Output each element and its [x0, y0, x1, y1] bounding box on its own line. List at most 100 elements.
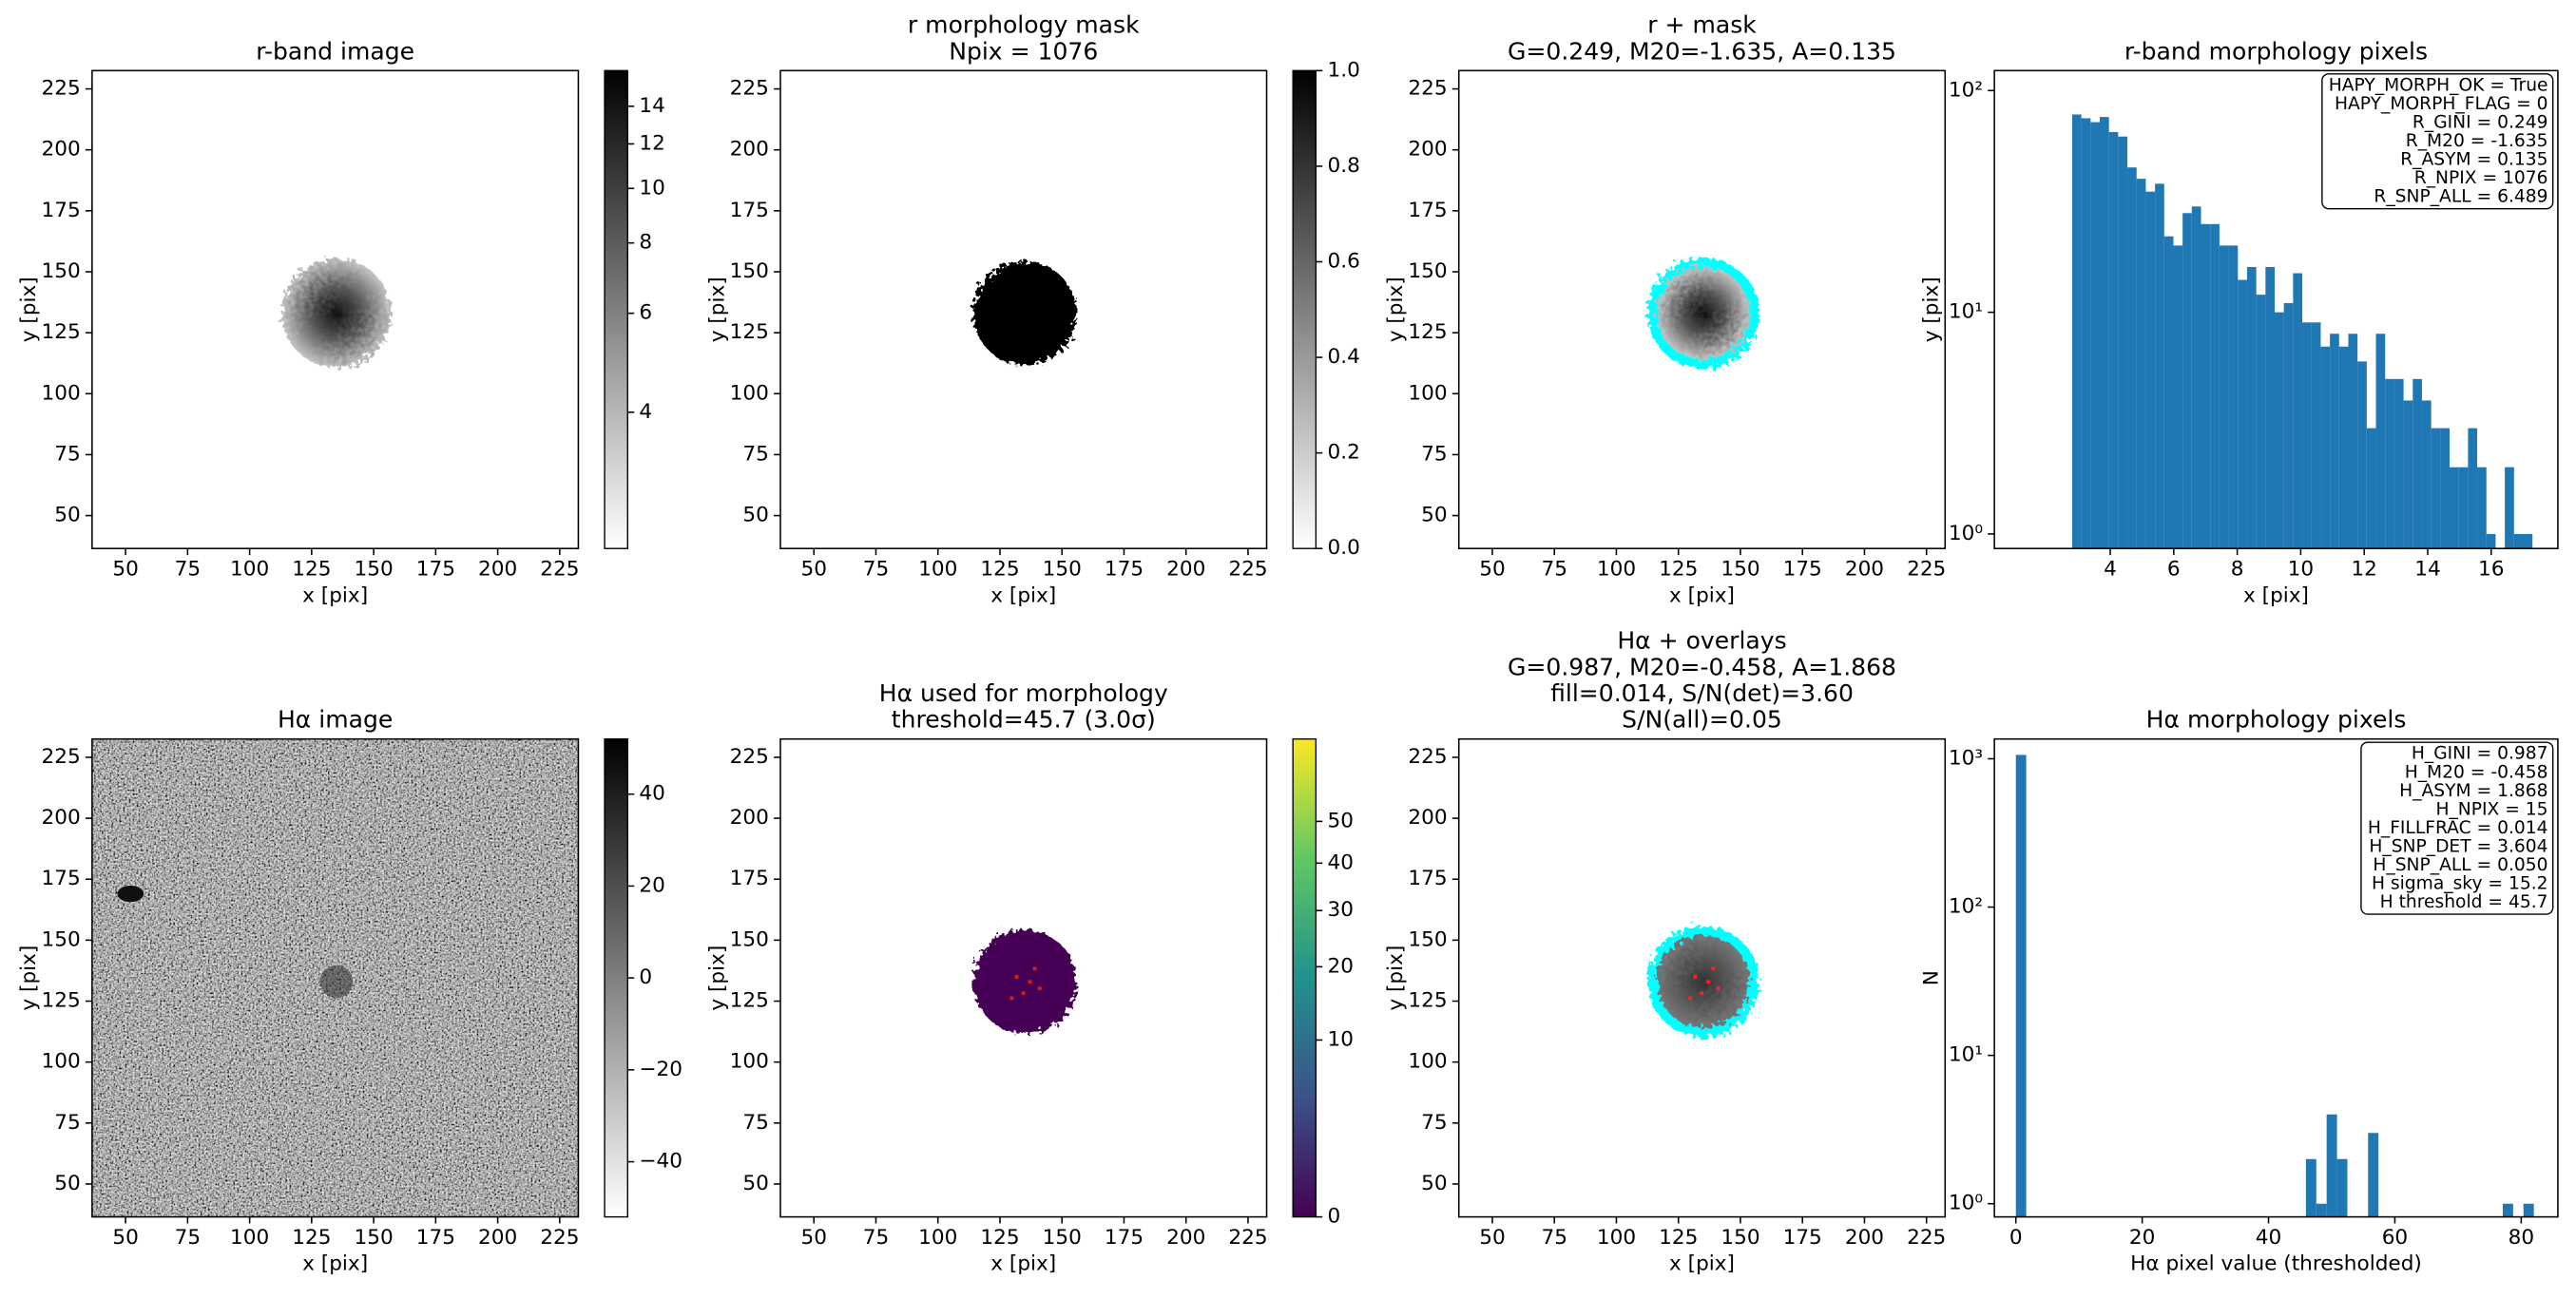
bar — [2375, 334, 2386, 549]
x-tick-label: 150 — [1043, 558, 1082, 582]
y-tick-label: 225 — [730, 745, 769, 769]
y-axis-label: y [pix] — [1384, 946, 1408, 1011]
colorbar-tick-label: −40 — [639, 1150, 682, 1174]
x-tick-label: 6 — [2167, 558, 2181, 582]
panel-title: Npix = 1076 — [949, 37, 1098, 65]
pixel — [1711, 966, 1716, 971]
x-tick-label: 75 — [175, 558, 201, 582]
x-tick-label: 125 — [1659, 558, 1698, 582]
x-tick-label: 175 — [416, 1226, 455, 1250]
y-tick-label: 125 — [730, 989, 769, 1013]
x-tick-label: 60 — [2382, 1226, 2408, 1250]
bar — [2413, 378, 2422, 549]
bar — [2173, 245, 2183, 549]
panel-title: Hα + overlays — [1617, 627, 1786, 655]
y-tick-label: 50 — [742, 1172, 768, 1195]
x-axis-label: x [pix] — [302, 1252, 368, 1276]
bar — [2502, 1203, 2513, 1217]
bar — [2326, 1114, 2337, 1217]
x-axis-label: x [pix] — [990, 1252, 1056, 1276]
bar — [2366, 428, 2376, 549]
bar — [2316, 1203, 2327, 1217]
colorbar-tick-label: 0 — [1327, 1205, 1340, 1229]
y-tick-label: 10¹ — [1949, 1043, 1983, 1067]
y-tick-label: 225 — [730, 77, 769, 101]
y-tick-label: 75 — [54, 442, 80, 466]
source — [319, 965, 354, 999]
bar — [2182, 213, 2192, 549]
bar — [2210, 223, 2220, 549]
y-tick-label: 200 — [730, 138, 769, 162]
x-tick-label: 125 — [292, 558, 331, 582]
bar — [2136, 179, 2146, 549]
panel: 50 75 100 125 150 175 200 225 50 75 100 125 150 175 20… — [17, 37, 665, 607]
mask — [972, 261, 1077, 366]
panel-title: r morphology mask — [908, 11, 1140, 39]
colorbar-tick-label: −20 — [639, 1058, 682, 1081]
bar — [2145, 191, 2156, 549]
bar — [2163, 236, 2174, 549]
y-tick-label: 175 — [42, 199, 81, 222]
pixel — [1693, 975, 1698, 979]
y-tick-label: 100 — [730, 1050, 769, 1074]
y-tick-label: 75 — [1421, 442, 1447, 466]
axes-frame — [779, 69, 1268, 549]
annotation: H sigma_sky = 15.2 — [2372, 873, 2548, 893]
x-tick-label: 125 — [1659, 1226, 1698, 1250]
y-tick-label: 150 — [42, 259, 81, 283]
bar — [2440, 428, 2451, 549]
colorbar — [1292, 69, 1317, 549]
plot-area — [281, 258, 392, 369]
bar — [2513, 533, 2524, 549]
x-tick-label: 100 — [918, 558, 957, 582]
y-tick-label: 75 — [54, 1111, 80, 1135]
panel-title: S/N(all)=0.05 — [1622, 706, 1782, 734]
colorbar-tick-label: 20 — [639, 873, 664, 897]
axes-frame — [91, 69, 580, 549]
bar — [2283, 302, 2294, 549]
bar — [2403, 400, 2413, 549]
x-tick-label: 100 — [230, 558, 269, 582]
bar — [2228, 245, 2239, 549]
bar — [2099, 117, 2109, 549]
colorbar-tick-label: 40 — [1327, 850, 1353, 874]
x-tick-label: 75 — [863, 1226, 889, 1250]
x-tick-label: 225 — [1228, 558, 1267, 582]
y-tick-label: 100 — [42, 381, 81, 405]
panel-title: fill=0.014, S/N(det)=3.60 — [1550, 679, 1854, 707]
x-tick-label: 40 — [2256, 1226, 2281, 1250]
x-tick-label: 50 — [1479, 558, 1505, 582]
x-tick-label: 0 — [2009, 1226, 2023, 1250]
source — [117, 885, 144, 903]
bar — [2071, 114, 2082, 549]
bar — [2348, 334, 2358, 549]
y-tick-label: 10³ — [1949, 746, 1983, 770]
panel-title: Hα morphology pixels — [2146, 706, 2407, 734]
bar — [2265, 266, 2276, 549]
y-tick-label: 225 — [42, 745, 81, 769]
bar — [2431, 428, 2441, 549]
y-axis-label: y [pix] — [705, 946, 729, 1011]
panel-title: threshold=45.7 (3.0σ) — [892, 706, 1156, 734]
colorbar-tick-label: 0.8 — [1327, 154, 1359, 178]
colorbar — [604, 69, 628, 549]
pixel — [1706, 980, 1711, 984]
axes-frame — [91, 737, 580, 1218]
panel: 50 75 100 125 150 175 200 225 50 75 100 125 150 175 20… — [705, 11, 1360, 608]
y-tick-label: 125 — [42, 320, 81, 344]
annotation: R_SNP_ALL = 6.489 — [2374, 187, 2547, 207]
y-tick-label: 200 — [42, 138, 81, 162]
x-tick-label: 200 — [1166, 1226, 1205, 1250]
y-tick-label: 125 — [730, 320, 769, 344]
annotation: H_ASYM = 1.868 — [2399, 781, 2547, 801]
annotation: R_M20 = -1.635 — [2406, 131, 2548, 151]
colorbar-tick-label: 14 — [639, 94, 664, 118]
bar — [2505, 467, 2514, 549]
x-tick-label: 16 — [2478, 558, 2504, 582]
bar — [2090, 122, 2100, 549]
bar — [2302, 322, 2312, 549]
x-tick-label: 150 — [354, 558, 393, 582]
y-tick-label: 175 — [42, 867, 81, 890]
annotation: H_NPIX = 15 — [2435, 799, 2547, 819]
y-tick-label: 75 — [742, 442, 768, 466]
